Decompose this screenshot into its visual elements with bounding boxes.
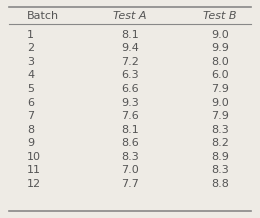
Text: 5: 5	[27, 84, 34, 94]
Text: 8.3: 8.3	[211, 165, 229, 175]
Text: 9.0: 9.0	[211, 97, 229, 107]
Text: 7.6: 7.6	[121, 111, 139, 121]
Text: 7.7: 7.7	[121, 179, 139, 189]
Text: 1: 1	[27, 30, 34, 40]
Text: 2: 2	[27, 43, 34, 53]
Text: 9.9: 9.9	[211, 43, 229, 53]
Text: 12: 12	[27, 179, 41, 189]
Text: 7.9: 7.9	[211, 111, 229, 121]
Text: 6: 6	[27, 97, 34, 107]
Text: 7.9: 7.9	[211, 84, 229, 94]
Text: 8.9: 8.9	[211, 152, 229, 162]
Text: 9.4: 9.4	[121, 43, 139, 53]
Text: 8.6: 8.6	[121, 138, 139, 148]
Text: Test B: Test B	[203, 12, 237, 21]
Text: 8.2: 8.2	[211, 138, 229, 148]
Text: 4: 4	[27, 70, 34, 80]
Text: 10: 10	[27, 152, 41, 162]
Text: Test A: Test A	[113, 12, 147, 21]
Text: 8.0: 8.0	[211, 57, 229, 67]
Text: 8: 8	[27, 125, 34, 135]
Text: 7: 7	[27, 111, 34, 121]
Text: 8.8: 8.8	[211, 179, 229, 189]
Text: 6.3: 6.3	[121, 70, 139, 80]
Text: 7.0: 7.0	[121, 165, 139, 175]
Text: Batch: Batch	[27, 12, 59, 21]
Text: 9: 9	[27, 138, 34, 148]
Text: 3: 3	[27, 57, 34, 67]
Text: 7.2: 7.2	[121, 57, 139, 67]
Text: 11: 11	[27, 165, 41, 175]
Text: 8.3: 8.3	[121, 152, 139, 162]
Text: 8.1: 8.1	[121, 125, 139, 135]
Text: 9.0: 9.0	[211, 30, 229, 40]
Text: 8.1: 8.1	[121, 30, 139, 40]
Text: 6.6: 6.6	[121, 84, 139, 94]
Text: 6.0: 6.0	[211, 70, 229, 80]
Text: 9.3: 9.3	[121, 97, 139, 107]
Text: 8.3: 8.3	[211, 125, 229, 135]
